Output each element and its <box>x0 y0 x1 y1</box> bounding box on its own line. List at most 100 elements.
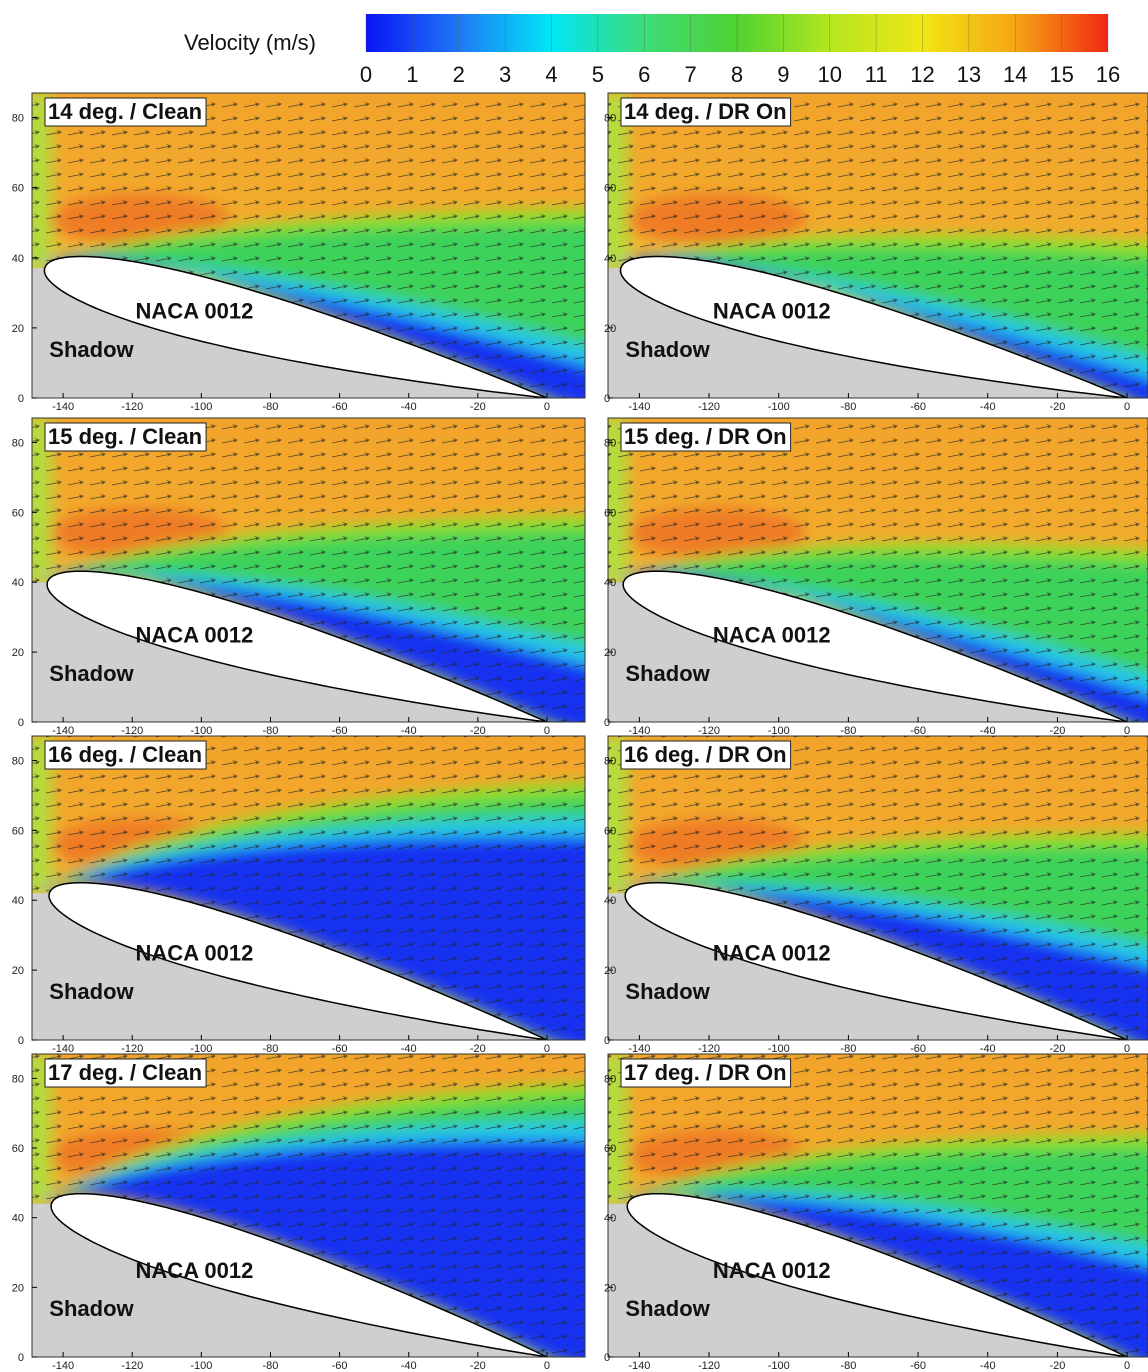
y-tick-label: 60 <box>604 1143 616 1155</box>
x-tick-label: 0 <box>1124 401 1130 413</box>
x-tick-label: 0 <box>544 1360 550 1372</box>
y-tick-label: 20 <box>12 323 24 335</box>
x-tick-label: -60 <box>910 1043 926 1055</box>
y-tick-label: 20 <box>604 1282 616 1294</box>
y-tick-label: 0 <box>18 717 24 729</box>
shadow-label: Shadow <box>625 979 710 1004</box>
panel-frame <box>31 92 586 399</box>
colorbar-tick-label: 3 <box>499 62 511 87</box>
shadow <box>608 893 1128 1040</box>
title-box <box>44 97 207 127</box>
x-tick-label: -120 <box>698 401 720 413</box>
y-tick-label: 60 <box>604 183 616 195</box>
y-tick-label: 80 <box>604 1073 616 1085</box>
x-tick-label: -20 <box>470 401 486 413</box>
x-tick-label: -120 <box>121 1360 143 1372</box>
x-tick-label: -20 <box>1049 401 1065 413</box>
y-tick-label: 60 <box>12 183 24 195</box>
colorbar-tick-label: 6 <box>638 62 650 87</box>
x-tick-label: 0 <box>1124 1360 1130 1372</box>
x-tick-label: -40 <box>401 1043 417 1055</box>
x-tick-label: 0 <box>1124 725 1130 737</box>
airfoil <box>626 1192 1128 1357</box>
x-tick-label: -20 <box>1049 1043 1065 1055</box>
x-tick-label: -140 <box>628 725 650 737</box>
shadow <box>32 582 547 722</box>
y-tick-label: 0 <box>604 717 610 729</box>
x-tick-label: -140 <box>628 1043 650 1055</box>
x-tick-label: -140 <box>52 1360 74 1372</box>
x-tick-label: -20 <box>470 1043 486 1055</box>
y-tick-label: 0 <box>604 1352 610 1364</box>
y-tick-label: 40 <box>12 253 24 265</box>
y-tick-label: 20 <box>12 965 24 977</box>
airfoil-label: NACA 0012 <box>713 623 831 648</box>
x-tick-label: 0 <box>544 1043 550 1055</box>
panel-frame <box>607 417 1148 723</box>
panel-frame <box>31 735 586 1041</box>
y-tick-label: 60 <box>12 1143 24 1155</box>
x-tick-label: -80 <box>840 1043 856 1055</box>
x-tick-label: -100 <box>768 1043 790 1055</box>
x-tick-label: -20 <box>470 1360 486 1372</box>
x-tick-label: -120 <box>698 725 720 737</box>
colorbar-tick-label: 8 <box>731 62 743 87</box>
colorbar-title: Velocity (m/s) <box>184 30 316 55</box>
shadow-label: Shadow <box>49 337 134 362</box>
airfoil-label: NACA 0012 <box>713 941 831 966</box>
y-tick-label: 40 <box>604 895 616 907</box>
panel-title: 15 deg. / Clean <box>48 424 202 449</box>
x-tick-label: -40 <box>980 1360 996 1372</box>
y-tick-label: 80 <box>12 755 24 767</box>
airfoil <box>43 255 548 398</box>
panel-title: 16 deg. / Clean <box>48 742 202 767</box>
y-tick-label: 0 <box>604 1035 610 1047</box>
shadow <box>32 893 547 1040</box>
y-tick-label: 60 <box>604 507 616 519</box>
shadow-label: Shadow <box>49 661 134 686</box>
shadow-label: Shadow <box>625 337 710 362</box>
x-tick-label: -20 <box>1049 725 1065 737</box>
title-box <box>44 422 207 452</box>
shadow-label: Shadow <box>625 661 710 686</box>
colorbar-tick-label: 11 <box>865 62 888 87</box>
y-tick-label: 20 <box>604 647 616 659</box>
x-tick-label: -40 <box>401 725 417 737</box>
shadow <box>32 268 547 398</box>
airfoil <box>50 1192 548 1357</box>
x-tick-label: -20 <box>470 725 486 737</box>
y-tick-label: 80 <box>12 437 24 449</box>
y-tick-label: 40 <box>12 1213 24 1225</box>
x-tick-label: -120 <box>698 1360 720 1372</box>
y-tick-label: 80 <box>12 113 24 125</box>
shadow <box>608 268 1128 398</box>
y-tick-label: 20 <box>604 323 616 335</box>
airfoil <box>48 881 548 1040</box>
x-tick-label: -80 <box>263 1043 279 1055</box>
x-tick-label: -40 <box>401 401 417 413</box>
x-tick-label: -60 <box>332 401 348 413</box>
airfoil <box>622 570 1128 722</box>
panel-title: 15 deg. / DR On <box>624 424 787 449</box>
shadow <box>608 1203 1128 1357</box>
x-tick-label: -100 <box>768 401 790 413</box>
x-tick-label: -80 <box>840 1360 856 1372</box>
y-tick-label: 40 <box>604 577 616 589</box>
x-tick-label: -140 <box>52 401 74 413</box>
colorbar-tick-label: 16 <box>1096 62 1120 87</box>
airfoil-label: NACA 0012 <box>136 623 254 648</box>
colorbar-tick-label: 9 <box>777 62 789 87</box>
x-tick-label: -100 <box>768 725 790 737</box>
x-tick-label: -60 <box>910 1360 926 1372</box>
colorbar-tick-label: 7 <box>685 62 697 87</box>
panel-title: 14 deg. / Clean <box>48 99 202 124</box>
colorbar-tick-label: 13 <box>957 62 981 87</box>
x-tick-label: 0 <box>1124 1043 1130 1055</box>
y-tick-label: 80 <box>604 755 616 767</box>
x-tick-label: -120 <box>121 1043 143 1055</box>
panel-frame <box>607 92 1148 399</box>
